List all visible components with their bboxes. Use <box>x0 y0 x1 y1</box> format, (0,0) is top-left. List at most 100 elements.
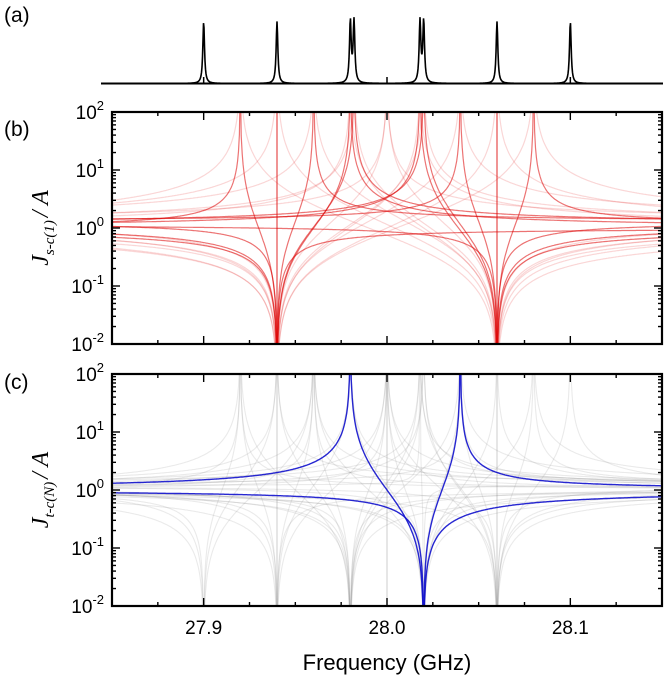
panel-label-b: (b) <box>4 118 30 141</box>
panel-b-curve <box>112 112 662 344</box>
panel-c-curve-grey <box>112 374 662 606</box>
panel-c-ytick-label: 100 <box>76 476 104 502</box>
panel-b-curve <box>112 112 662 344</box>
panel-b-ytick-exp: -1 <box>92 272 104 287</box>
panel-c-ytick-base: 10 <box>76 365 97 386</box>
panel-c-ticks <box>111 373 663 607</box>
panel-c-curve-grey <box>112 374 662 606</box>
panel-b-ytick-base: 10 <box>71 335 92 356</box>
panel-c-curve-blue <box>112 374 662 606</box>
panel-c-curve-grey <box>112 374 662 606</box>
panel-b-curve <box>112 112 662 344</box>
panel-b-curve <box>112 112 662 344</box>
panel-b-ytick-exp: -2 <box>92 330 104 345</box>
panel-b-ytick-base: 10 <box>71 277 92 298</box>
panel-b-ytick-label: 102 <box>76 98 104 124</box>
panel-a-ticks <box>202 77 572 84</box>
panel-b-ytick-label: 101 <box>76 156 104 182</box>
panel-b-ytick-base: 10 <box>76 219 97 240</box>
panel-c-curve-grey <box>112 374 662 606</box>
panel-b-curve <box>112 112 662 344</box>
panel-label-c: (c) <box>4 371 29 394</box>
panel-c-curve-grey <box>112 374 662 606</box>
panel-b-curves <box>112 112 662 344</box>
panel-c-curve-grey <box>112 374 662 606</box>
panel-b-curve <box>112 112 662 344</box>
panel-c-curve-grey <box>112 374 662 606</box>
panel-c-curve-grey <box>112 374 662 606</box>
panel-c-ylabel: Jt-c(N) / A <box>28 451 58 528</box>
panel-b-curve <box>112 112 662 344</box>
panel-b-curve <box>112 112 662 344</box>
panel-label-a: (a) <box>4 4 30 27</box>
panel-a-spectrum-line <box>101 17 663 85</box>
panel-b-ticks <box>111 111 663 345</box>
panel-b-curve <box>112 112 662 344</box>
panel-b-ylabel-sub: s-c(1) <box>42 220 58 255</box>
panel-c-curve-grey <box>112 374 662 606</box>
panel-c-curve-grey <box>112 374 662 606</box>
panel-c-ytick-exp: -1 <box>92 534 104 549</box>
panel-c-curve-grey <box>112 374 662 606</box>
panel-b-curve <box>112 112 662 344</box>
panel-b-curve <box>112 112 662 344</box>
panel-c-ytick-exp: 0 <box>97 476 104 491</box>
panel-b-curve <box>112 112 662 344</box>
panel-c-curve-grey <box>112 374 662 606</box>
panel-c-ylabel-main: J <box>28 516 54 528</box>
panel-b-ytick-label: 10-2 <box>71 330 104 356</box>
panel-b-curve <box>112 112 662 344</box>
panel-c-xtick-labels: 27.9 28.0 28.1 <box>185 618 589 639</box>
panel-c-ytick-label: 10-2 <box>71 592 104 618</box>
panel-b-curve <box>112 112 662 344</box>
panel-b-ytick-label: 100 <box>76 214 104 240</box>
panel-c-ytick-exp: 1 <box>97 418 104 433</box>
panel-c-curve-grey <box>112 374 662 606</box>
panel-b-ytick-exp: 0 <box>97 214 104 229</box>
panel-b-ytick-base: 10 <box>76 103 97 124</box>
panel-c-ytick-exp: -2 <box>92 592 104 607</box>
panel-c-curves <box>112 374 662 606</box>
panel-c-ytick-label: 102 <box>76 360 104 386</box>
panel-c-curve-grey <box>112 374 662 606</box>
panel-b-curve <box>112 112 662 344</box>
panel-b-curve <box>112 112 662 344</box>
panel-c-ytick-label: 101 <box>76 418 104 444</box>
panel-c-curve-grey <box>112 374 662 606</box>
panel-c-ytick-label: 10-1 <box>71 534 104 560</box>
panel-b-ytick-base: 10 <box>76 161 97 182</box>
panel-a-spectrum <box>101 17 663 85</box>
panel-c-ytick-base: 10 <box>76 481 97 502</box>
panel-c-xlabel: Frequency (GHz) <box>303 650 472 675</box>
panel-b-curve <box>112 112 662 344</box>
panel-c-curve-grey <box>112 374 662 606</box>
panel-b-curve <box>112 112 662 344</box>
panel-c-curve-grey <box>112 374 662 606</box>
panel-c-curve-grey <box>112 374 662 606</box>
panel-c-xtick-label: 28.1 <box>552 618 589 639</box>
panel-c-curve-grey <box>112 374 662 606</box>
panel-b-ytick-exp: 2 <box>97 98 104 113</box>
panel-c-xtick-label: 27.9 <box>185 618 222 639</box>
panel-b-ylabel: Js-c(1)/ A <box>28 190 58 266</box>
panel-c-curve-grey <box>112 374 662 606</box>
panel-b-curve <box>112 112 662 344</box>
panel-c-ylabel-sub: t-c(N) <box>42 482 58 518</box>
panel-b-ylabel-tail: / A <box>28 190 54 219</box>
panel-c-curve-grey <box>112 374 662 606</box>
panel-b-curve <box>112 112 662 344</box>
panel-b-ylabel-main: J <box>28 254 54 266</box>
panel-c-curve-grey <box>112 374 662 606</box>
panel-b-ytick-exp: 1 <box>97 156 104 171</box>
panel-c-ytick-exp: 2 <box>97 360 104 375</box>
panel-c-ytick-base: 10 <box>76 423 97 444</box>
panel-c-curve-grey <box>112 374 662 606</box>
panel-b-ytick-label: 10-1 <box>71 272 104 298</box>
panel-c-xtick-label: 28.0 <box>369 618 406 639</box>
panel-c-ytick-base: 10 <box>71 539 92 560</box>
